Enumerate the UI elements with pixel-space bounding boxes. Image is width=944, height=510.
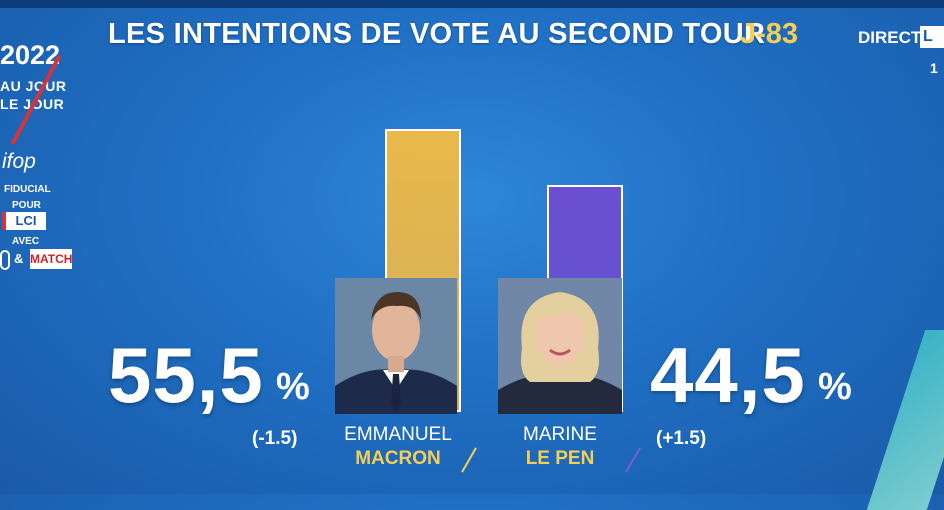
top-band: [0, 0, 944, 8]
corner-digit: 1: [930, 60, 938, 76]
show-year: 2022: [0, 40, 61, 70]
change-label-lepen: (+1.5): [656, 428, 707, 449]
pollster-sub: FIDUCIAL: [4, 184, 51, 195]
decorative-stripe: [866, 330, 944, 510]
pollster-logo: ifop: [2, 150, 36, 173]
unit-label-lepen: %: [818, 366, 852, 408]
last-name-macron: MACRON: [355, 448, 441, 469]
partner-round-logo: [0, 250, 10, 270]
chart-title: LES INTENTIONS DE VOTE AU SECOND TOUR: [108, 18, 766, 50]
first-name-macron: EMMANUEL: [344, 424, 452, 445]
show-name-line1: AU JOUR: [0, 78, 67, 94]
first-name-lepen: MARINE: [523, 424, 597, 445]
change-label-macron: (-1.5): [252, 428, 298, 449]
avec-label: AVEC: [12, 236, 40, 247]
portrait-macron: [335, 278, 457, 414]
live-label: DIRECT: [858, 28, 922, 47]
pour-label: POUR: [12, 200, 41, 211]
last-name-lepen: LE PEN: [525, 448, 595, 469]
value-label-lepen: 44,5: [650, 331, 806, 419]
value-label-macron: 55,5: [108, 331, 264, 419]
countdown-label: J-83: [740, 18, 799, 50]
channel-corner-logo: L: [920, 26, 944, 48]
lci-logo: LCI: [2, 212, 46, 230]
portrait-lepen: [498, 278, 622, 414]
paris-match-logo: MATCH: [30, 249, 72, 269]
unit-label-macron: %: [276, 366, 310, 408]
ampersand: &: [14, 251, 24, 266]
